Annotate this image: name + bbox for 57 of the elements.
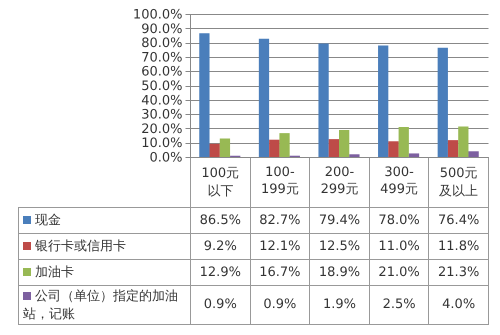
bar (448, 140, 458, 157)
data-label: 76.4% (428, 207, 488, 233)
data-label: 86.5% (190, 207, 250, 233)
y-tick-label: 100.0% (132, 8, 182, 22)
x-tick-label: 500元及以上 (428, 157, 488, 207)
data-label: 18.9% (310, 259, 370, 285)
data-label: 21.3% (428, 259, 488, 285)
data-label: 2.5% (369, 285, 429, 324)
bar (210, 144, 220, 157)
data-label: 11.0% (369, 233, 429, 259)
data-label: 4.0% (428, 285, 488, 324)
legend-label: 银行卡或信用卡 (18, 233, 190, 259)
x-tick-label: 100元以下 (190, 157, 250, 207)
bar (438, 48, 448, 157)
data-label: 12.1% (250, 233, 310, 259)
data-label: 82.7% (250, 207, 310, 233)
data-label: 11.8% (428, 233, 488, 259)
data-label: 0.9% (190, 285, 250, 324)
data-label: 1.9% (310, 285, 370, 324)
y-tick-label: 60.0% (141, 64, 182, 80)
bar (388, 141, 399, 157)
bar (378, 45, 388, 157)
data-label: 9.2% (190, 233, 250, 259)
bar (398, 126, 409, 157)
bar (328, 139, 339, 157)
legend-label: 公司（单位）指定的加油站，记账 (18, 285, 190, 324)
data-label: 12.9% (190, 259, 250, 285)
y-tick-label: 0.0% (149, 150, 182, 166)
bar (339, 130, 350, 157)
x-tick-label: 300-499元 (369, 157, 429, 207)
data-label: 12.5% (310, 233, 370, 259)
bar (279, 133, 290, 157)
y-tick-label: 10.0% (141, 136, 182, 152)
bar (258, 38, 270, 157)
bar (408, 153, 420, 157)
y-tick-label: 40.0% (141, 93, 182, 108)
bar (318, 43, 329, 157)
bar (269, 140, 280, 157)
legend-label: 加油卡 (18, 259, 190, 285)
bar (468, 151, 479, 157)
data-label: 0.9% (250, 285, 310, 324)
data-label: 21.0% (369, 259, 429, 285)
bar (199, 33, 210, 157)
y-tick-label: 20.0% (141, 122, 182, 137)
x-tick-label: 100-199元 (250, 157, 310, 207)
legend-label: 现金 (18, 207, 190, 233)
x-tick-label: 200-299元 (310, 157, 370, 207)
bar (458, 126, 468, 157)
data-label: 79.4% (310, 207, 370, 233)
y-tick-label: 30.0% (141, 108, 182, 123)
y-tick-label: 80.0% (141, 36, 182, 52)
y-tick-label: 50.0% (141, 79, 182, 94)
y-tick-label: 90.0% (141, 22, 182, 37)
data-label: 16.7% (250, 259, 310, 285)
data-label: 78.0% (369, 207, 429, 233)
bar (220, 138, 230, 157)
y-tick-label: 70.0% (141, 50, 182, 66)
